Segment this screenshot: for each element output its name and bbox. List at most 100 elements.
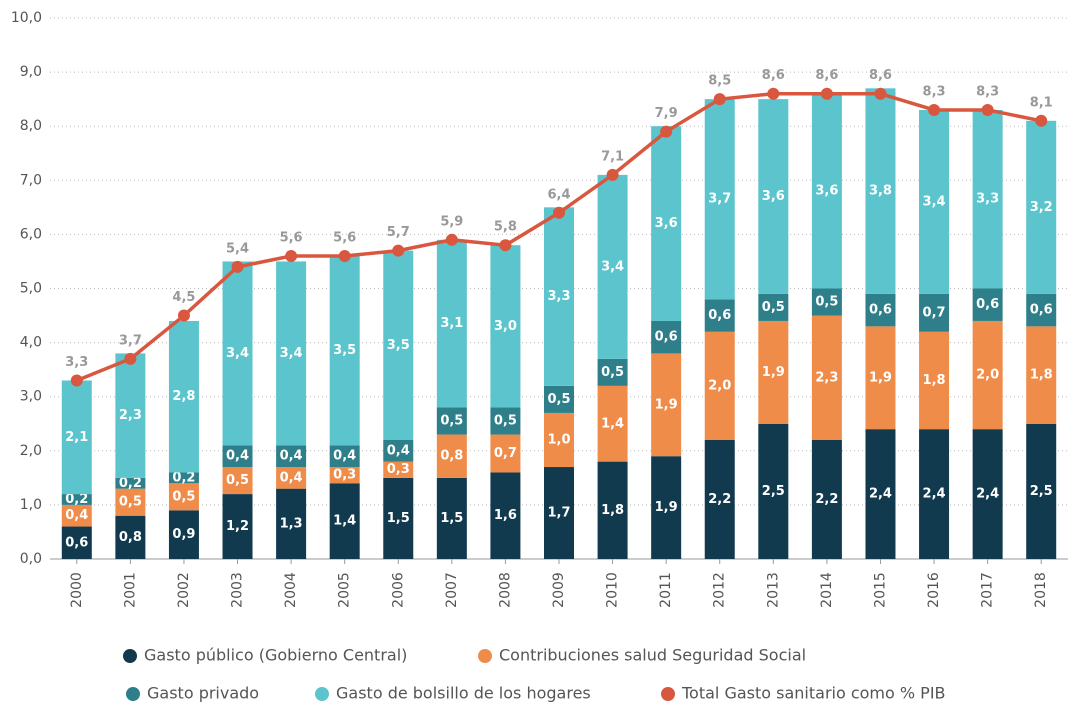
bar-segment <box>704 299 735 332</box>
bar-segment <box>61 494 92 505</box>
total-label: 8,6 <box>762 68 785 83</box>
x-tick-label: 2004 <box>283 572 299 608</box>
bar-segment <box>490 245 521 408</box>
data-label: 0,5 <box>172 489 195 504</box>
x-tick-label: 2006 <box>390 572 406 608</box>
data-label: 1,8 <box>601 503 624 518</box>
x-tick-label: 2011 <box>658 572 674 608</box>
bar-segment <box>436 434 467 478</box>
data-label: 1,8 <box>923 373 946 388</box>
bar-segment <box>704 439 735 559</box>
total-point <box>177 309 190 322</box>
total-point <box>124 352 137 365</box>
bar-segment <box>436 407 467 435</box>
bar-segment <box>758 99 789 294</box>
data-label: 3,7 <box>708 192 731 207</box>
bar-segment <box>168 320 199 473</box>
bar-segment <box>972 288 1003 321</box>
total-point <box>767 87 780 100</box>
data-label: 0,6 <box>655 330 678 345</box>
bar-segment <box>919 429 950 559</box>
legend-label: Total Gasto sanitario como % PIB <box>681 684 946 703</box>
data-label: 0,6 <box>1030 303 1053 318</box>
bar-segment <box>115 353 146 478</box>
bar-segment <box>811 315 842 440</box>
total-label: 8,6 <box>815 68 838 83</box>
y-tick-label: 3,0 <box>20 389 42 405</box>
data-label: 1,4 <box>333 514 356 529</box>
bar-segment <box>651 353 682 457</box>
data-label: 3,3 <box>976 192 999 207</box>
data-label: 1,4 <box>601 416 624 431</box>
data-label: 0,5 <box>547 392 570 407</box>
total-label: 7,9 <box>655 106 678 121</box>
total-label: 5,7 <box>387 225 410 240</box>
data-label: 0,5 <box>762 300 785 315</box>
bar-segment <box>115 488 146 516</box>
data-label: 0,4 <box>65 508 88 523</box>
data-label: 0,2 <box>119 476 142 491</box>
bar-segment <box>383 461 414 478</box>
data-label: 2,5 <box>762 484 785 499</box>
bar-segment <box>61 380 92 495</box>
x-tick-label: 2000 <box>69 572 85 608</box>
data-label: 1,9 <box>655 500 678 515</box>
bar-segment <box>865 429 896 559</box>
bar-segment <box>972 320 1003 430</box>
data-label: 1,0 <box>547 432 570 447</box>
total-label: 8,5 <box>708 74 731 89</box>
total-label: 6,4 <box>547 187 570 202</box>
data-label: 2,2 <box>708 492 731 507</box>
bar-segment <box>919 109 950 294</box>
data-label: 0,2 <box>65 492 88 507</box>
bar-segment <box>919 293 950 332</box>
bar-segment <box>758 293 789 321</box>
data-label: 0,3 <box>333 468 356 483</box>
data-label: 3,6 <box>762 189 785 204</box>
bar-segment <box>115 477 146 489</box>
data-label: 0,3 <box>387 462 410 477</box>
data-label: 0,6 <box>869 303 892 318</box>
data-label: 3,4 <box>280 346 303 361</box>
total-point <box>392 244 405 257</box>
x-tick-label: 2013 <box>765 572 781 608</box>
bar-segment <box>865 88 896 294</box>
data-label: 0,5 <box>601 365 624 380</box>
data-label: 0,6 <box>65 535 88 550</box>
x-tick-label: 2012 <box>712 572 728 608</box>
data-label: 3,4 <box>923 194 946 209</box>
legend-swatch <box>123 649 137 663</box>
y-tick-label: 10,0 <box>11 10 42 26</box>
data-label: 1,7 <box>547 506 570 521</box>
data-label: 3,4 <box>601 259 624 274</box>
bar-segment <box>865 326 896 430</box>
x-tick-label: 2003 <box>230 572 246 608</box>
data-label: 0,7 <box>494 446 517 461</box>
legend-swatch <box>661 687 675 701</box>
bar-segment <box>972 429 1003 559</box>
data-label: 0,4 <box>226 449 249 464</box>
total-label: 8,3 <box>923 84 946 99</box>
data-label: 2,3 <box>119 408 142 423</box>
total-label: 5,9 <box>440 214 463 229</box>
total-point <box>231 260 244 273</box>
data-label: 2,1 <box>65 430 88 445</box>
data-label: 2,3 <box>815 370 838 385</box>
bar-segment <box>758 423 789 559</box>
y-tick-label: 7,0 <box>20 172 42 188</box>
legend-swatch <box>478 649 492 663</box>
total-point <box>606 168 619 181</box>
bar-segment <box>276 488 307 559</box>
data-label: 2,4 <box>869 487 892 502</box>
bar-segment <box>597 358 628 386</box>
data-label: 0,9 <box>172 527 195 542</box>
x-tick-label: 2005 <box>337 572 353 608</box>
bar-segment <box>704 99 735 300</box>
legend-label: Contribuciones salud Seguridad Social <box>499 646 806 665</box>
data-label: 1,6 <box>494 508 517 523</box>
data-label: 2,5 <box>1030 484 1053 499</box>
y-tick-label: 9,0 <box>20 64 42 80</box>
total-label: 4,5 <box>172 290 195 305</box>
total-point <box>820 87 833 100</box>
